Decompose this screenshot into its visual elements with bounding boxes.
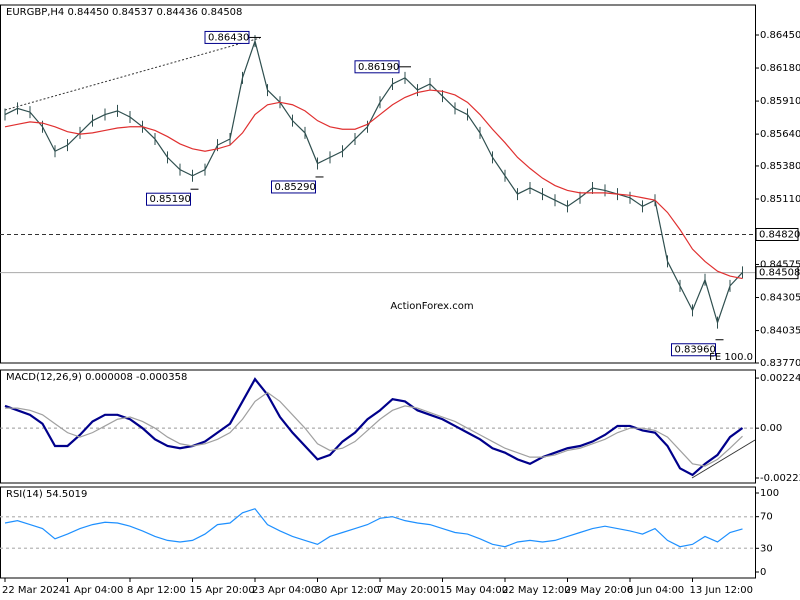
y-tick-label: 0.83770 <box>760 358 800 369</box>
y-tick-label: 0.84305 <box>760 293 800 304</box>
x-tick-label: 29 May 20:00 <box>565 585 634 596</box>
y-tick-label: 0.00 <box>760 423 782 434</box>
annotation-box <box>146 192 191 206</box>
panel-title: MACD(12,26,9) 0.000008 -0.000358 <box>6 372 187 383</box>
panel-frame <box>0 4 756 364</box>
trend-line <box>4 37 261 111</box>
x-tick-label: 1 Apr 04:00 <box>65 585 124 596</box>
x-tick-label: 15 May 04:00 <box>440 585 509 596</box>
trend-line <box>691 439 756 479</box>
annotation-label: 0.85290 <box>275 182 316 193</box>
note: FE 100.0 <box>709 352 753 363</box>
y-tick-label: 0 <box>760 567 766 578</box>
annotation-label: 0.86430 <box>208 32 249 43</box>
y-tick-label: 0.002248 <box>760 373 800 384</box>
panel-title: EURGBP,H4 0.84450 0.84537 0.84436 0.8450… <box>6 7 242 18</box>
y-tick-label: 0.84575 <box>760 259 800 270</box>
indicator-line <box>4 508 743 548</box>
level-label-box <box>755 227 799 241</box>
x-tick-label: 15 Apr 20:00 <box>190 585 255 596</box>
y-tick-label: 70 <box>760 512 773 523</box>
y-tick-label: 30 <box>760 543 773 554</box>
y-tick-label: 0.85640 <box>760 129 800 140</box>
annotation-label: 0.86190 <box>358 62 399 73</box>
x-tick-label: 30 Apr 12:00 <box>315 585 380 596</box>
annotation-box <box>671 343 716 357</box>
level-label: 0.84508 <box>759 268 800 279</box>
y-tick-label: -0.002236 <box>760 473 800 484</box>
annotation-label: 0.85190 <box>150 194 191 205</box>
panel-frame <box>0 486 756 579</box>
x-tick-label: 13 Jun 12:00 <box>690 585 754 596</box>
indicator-line <box>5 391 743 467</box>
indicator-line <box>4 377 744 477</box>
panel-title: RSI(14) 54.5019 <box>6 489 87 500</box>
level-label-box <box>755 266 799 280</box>
annotation-label: 0.83960 <box>675 345 716 356</box>
annotation-box <box>354 60 400 74</box>
y-tick-label: 0.84035 <box>760 326 800 337</box>
x-tick-label: 7 May 20:00 <box>377 585 439 596</box>
y-tick-label: 0.85380 <box>760 161 800 172</box>
x-tick-label: 6 Jun 04:00 <box>627 585 684 596</box>
y-tick-label: 0.86450 <box>760 30 800 41</box>
panel-frame <box>0 369 756 484</box>
y-tick-label: 0.85910 <box>760 96 800 107</box>
y-tick-label: 100 <box>760 488 779 499</box>
y-tick-label: 0.86180 <box>760 63 800 74</box>
x-tick-label: 22 May 12:00 <box>502 585 571 596</box>
level-label: 0.84820 <box>759 229 800 240</box>
annotation-box <box>271 180 316 194</box>
annotation-box <box>204 30 250 44</box>
y-tick-label: 0.85110 <box>760 194 800 205</box>
x-tick-label: 8 Apr 12:00 <box>127 585 186 596</box>
x-tick-label: 22 Mar 2024 <box>2 585 65 596</box>
watermark: ActionForex.com <box>390 301 473 312</box>
x-tick-label: 23 Apr 04:00 <box>252 585 317 596</box>
indicator-line <box>4 89 743 280</box>
